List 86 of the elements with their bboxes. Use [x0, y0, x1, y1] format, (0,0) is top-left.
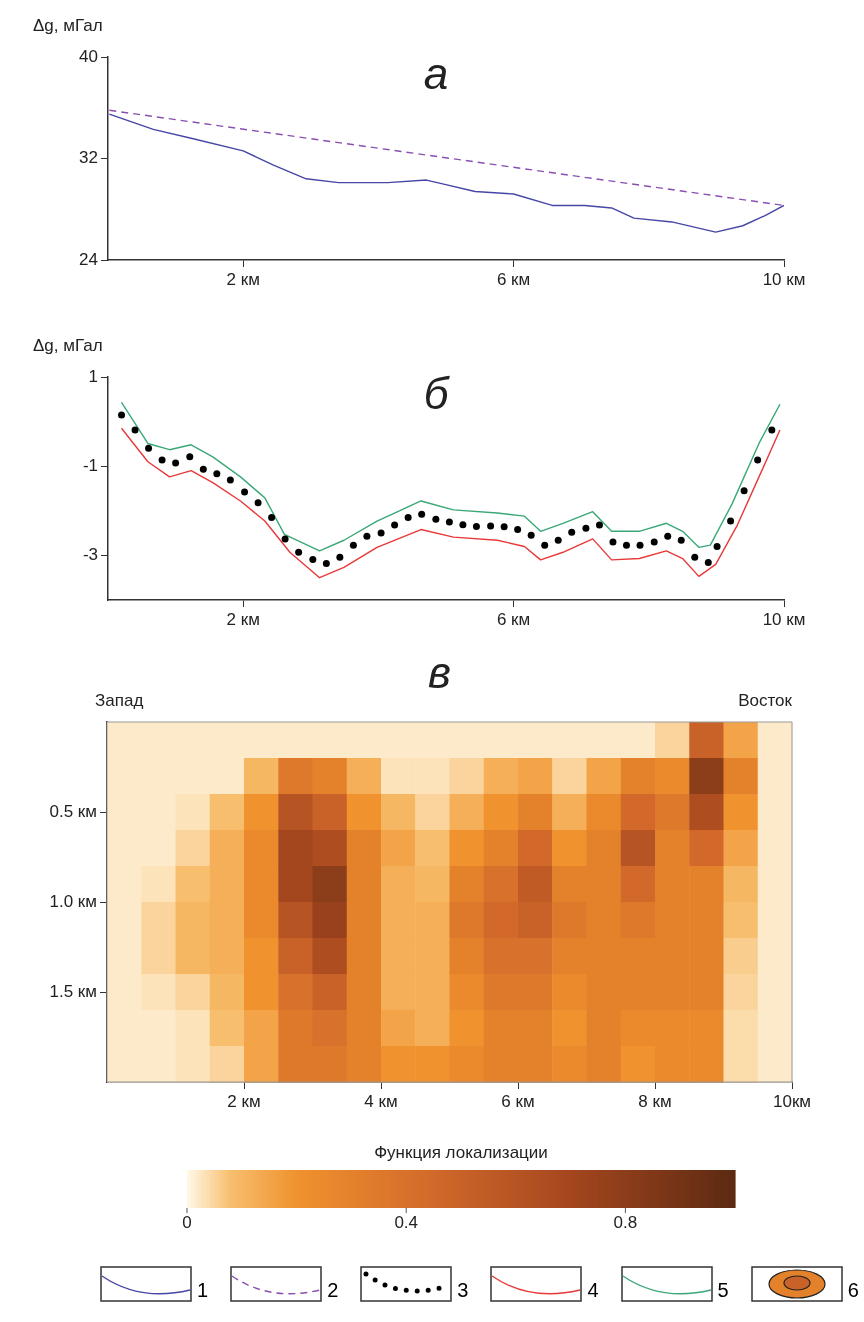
point: [213, 470, 221, 478]
point: [768, 426, 776, 434]
legend-label: 5: [717, 1279, 729, 1302]
point: [445, 518, 453, 526]
y-tick-label: 32: [79, 148, 98, 168]
point: [336, 553, 344, 561]
x-tick-label: 2 км: [226, 269, 260, 289]
point: [226, 476, 234, 484]
point: [677, 536, 685, 544]
point: [582, 524, 590, 532]
y-tick-label: 1.5 км: [49, 981, 97, 1001]
chart-title: в: [428, 648, 451, 698]
color-bar-label: 0: [182, 1213, 192, 1233]
point: [691, 553, 699, 561]
x-tick-label: 10 км: [762, 609, 806, 629]
text: Запад: [95, 691, 144, 711]
point: [404, 513, 412, 521]
point: [754, 456, 762, 464]
point: [172, 459, 180, 467]
point: [268, 513, 276, 521]
point: [568, 528, 576, 536]
x-tick-label: 4 км: [364, 1091, 398, 1111]
y-axis-title: Δg, мГал: [33, 16, 103, 36]
x-tick-label: 6 км: [501, 1091, 535, 1111]
y-tick-label: 24: [79, 249, 98, 269]
point: [487, 522, 495, 530]
point: [432, 515, 440, 523]
point: [541, 541, 549, 549]
point: [500, 523, 508, 531]
point: [241, 488, 249, 496]
color-bar-label: 0.4: [394, 1213, 419, 1233]
point: [254, 499, 262, 507]
point: [650, 538, 658, 546]
point: [554, 536, 562, 544]
point: [199, 465, 207, 473]
x-tick-label: 6 км: [496, 269, 531, 289]
legend-label: 4: [587, 1279, 599, 1302]
text: 6: [847, 1279, 859, 1302]
legend-label: 2: [327, 1279, 339, 1302]
point: [636, 541, 644, 549]
legend-label: 3: [457, 1279, 469, 1302]
point: [281, 535, 289, 543]
point: [595, 521, 603, 529]
y-axis-title: Δg, мГал: [33, 336, 103, 356]
point: [472, 522, 480, 530]
point: [459, 521, 467, 529]
x-tick-label: 6 км: [496, 609, 531, 629]
color-bar-label: 0.8: [613, 1213, 638, 1233]
x-tick-label: 10 км: [762, 269, 806, 289]
point: [186, 453, 194, 461]
legend-label: 1: [197, 1279, 209, 1302]
point: [391, 521, 399, 529]
x-tick-label: 10км: [772, 1091, 812, 1111]
point: [377, 529, 385, 537]
point: [418, 510, 426, 518]
point: [622, 541, 630, 549]
point: [514, 526, 522, 534]
point: [713, 542, 721, 550]
x-tick-label: 2 км: [226, 609, 260, 629]
point: [609, 538, 617, 546]
text: Восток: [738, 691, 793, 711]
point: [131, 426, 139, 434]
chart-title: а: [423, 49, 449, 99]
chart-title: б: [423, 369, 451, 419]
point: [727, 517, 735, 525]
y-tick-label: 0.5 км: [49, 801, 97, 821]
point: [309, 555, 317, 563]
color-bar-title: Функция локализации: [374, 1143, 548, 1163]
point: [527, 531, 535, 539]
x-tick-label: 2 км: [227, 1091, 261, 1111]
point: [704, 559, 712, 567]
point: [295, 548, 303, 556]
point: [322, 559, 330, 567]
y-tick-label: 40: [79, 46, 98, 66]
point: [158, 456, 166, 464]
point: [118, 411, 126, 419]
y-tick-label: 1.0 км: [49, 891, 97, 911]
y-tick-label: -3: [82, 545, 98, 565]
y-tick-label: -1: [82, 455, 98, 475]
point: [145, 444, 153, 452]
point: [363, 532, 371, 540]
point: [740, 487, 748, 495]
x-tick-label: 8 км: [638, 1091, 672, 1111]
point: [349, 541, 357, 549]
point: [664, 532, 672, 540]
y-tick-label: 1: [88, 366, 98, 386]
